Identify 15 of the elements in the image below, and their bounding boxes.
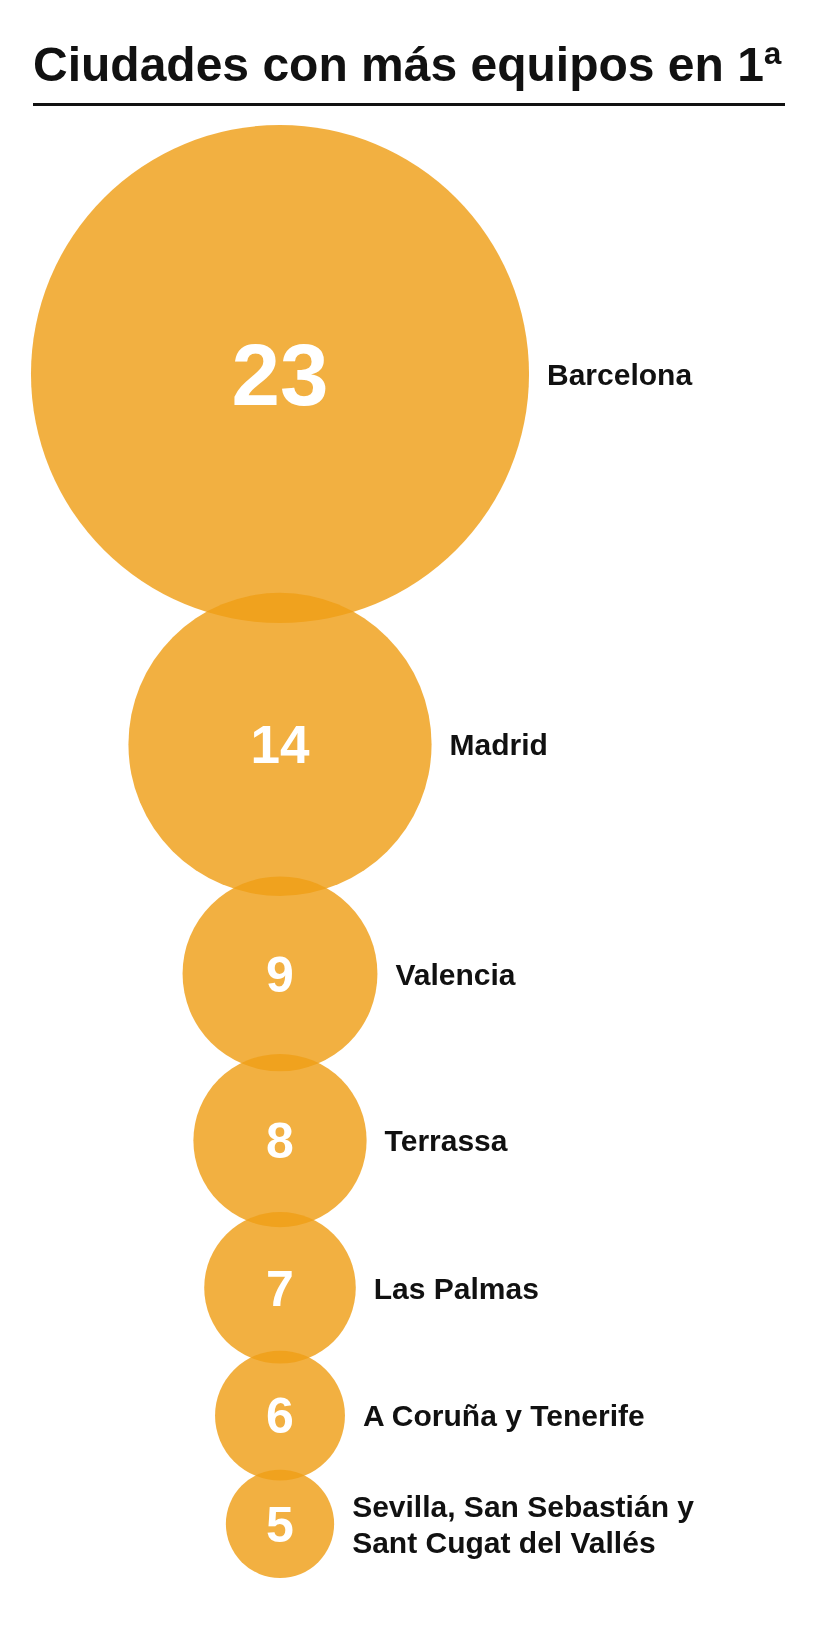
category-label: Barcelona <box>547 357 693 391</box>
data-label: 7 <box>266 1260 294 1317</box>
data-label: 5 <box>266 1496 294 1553</box>
category-label: Terrassa <box>384 1124 508 1158</box>
category-label: Sevilla, San Sebastián y Sant Cugat del Vallés <box>352 1489 695 1559</box>
category-label: Madrid <box>449 728 548 762</box>
category-label: A Coruña y Tenerife <box>362 1399 645 1433</box>
category-label: Valencia <box>395 957 516 991</box>
data-label: 23 <box>231 326 329 424</box>
category-label: Las Palmas <box>373 1271 539 1305</box>
data-label: 14 <box>250 715 310 775</box>
data-label: 9 <box>266 946 294 1003</box>
text: Ciudades con más equipos en 1ª <box>33 38 782 91</box>
data-label: 8 <box>266 1113 294 1170</box>
data-label: 6 <box>266 1388 294 1445</box>
